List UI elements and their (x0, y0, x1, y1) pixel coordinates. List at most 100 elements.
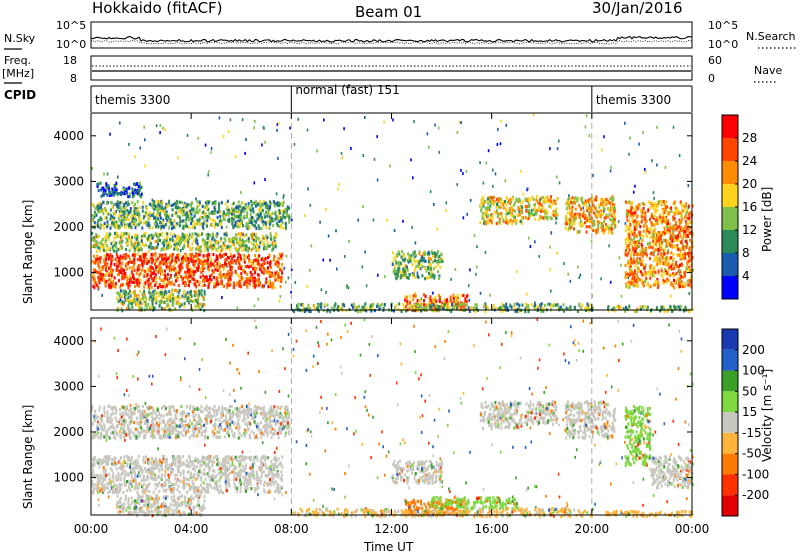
scatter-cell (555, 221, 557, 225)
echo-cell (172, 302, 175, 306)
scatter-cell (664, 166, 667, 169)
echo-cell (151, 279, 154, 283)
echo-cell (420, 258, 423, 263)
echo-cell (481, 198, 483, 202)
echo-cell (690, 230, 693, 234)
echo-cell (400, 309, 403, 314)
echo-cell (553, 200, 556, 204)
echo-cell (635, 205, 638, 209)
echo-cell (163, 209, 166, 213)
echo-cell (198, 253, 201, 257)
echo-cell (128, 266, 131, 270)
echo-cell (134, 183, 137, 187)
echo-cell (406, 268, 409, 272)
echo-cell (193, 282, 196, 286)
echo-cell (683, 244, 686, 248)
echo-cell (142, 201, 145, 205)
echo-cell (147, 285, 150, 289)
echo-cell (651, 212, 653, 216)
echo-cell (643, 203, 646, 207)
scatter-cell (635, 249, 637, 253)
echo-cell (660, 233, 663, 238)
echo-cell (652, 283, 655, 287)
echo-cell (496, 307, 499, 311)
echo-cell (249, 206, 252, 211)
echo-cell (685, 226, 688, 231)
echo-cell (626, 209, 628, 213)
echo-cell (235, 224, 238, 228)
echo-cell (96, 270, 99, 274)
echo-cell (408, 254, 411, 258)
echo-cell (500, 201, 503, 205)
echo-cell (160, 290, 163, 295)
echo-cell (486, 206, 489, 210)
echo-cell (127, 200, 130, 204)
echo-cell (194, 269, 197, 273)
echo-cell (452, 297, 455, 301)
echo-cell (134, 241, 137, 245)
echo-cell (651, 234, 654, 238)
echo-cell (136, 265, 139, 269)
echo-cell (518, 210, 521, 214)
echo-cell (265, 205, 268, 209)
echo-cell (202, 210, 205, 214)
echo-cell (395, 261, 398, 265)
echo-cell (96, 283, 99, 287)
echo-cell (193, 214, 196, 218)
echo-cell (513, 304, 516, 308)
echo-cell (530, 211, 533, 215)
echo-cell (605, 213, 608, 217)
echo-cell (571, 223, 573, 227)
echo-cell (416, 259, 419, 263)
echo-cell (572, 214, 575, 218)
echo-cell (135, 240, 138, 244)
echo-cell (112, 249, 115, 253)
echo-cell (269, 212, 272, 216)
echo-cell (635, 227, 638, 231)
echo-cell (146, 223, 149, 227)
echo-cell (525, 209, 528, 213)
echo-cell (667, 212, 670, 216)
echo-cell (438, 307, 441, 311)
echo-cell (201, 232, 204, 236)
echo-cell (452, 293, 455, 297)
echo-cell (549, 200, 552, 204)
echo-cell (596, 230, 599, 234)
echo-cell (155, 291, 158, 295)
echo-cell (274, 210, 277, 214)
echo-cell (162, 262, 165, 266)
echo-cell (245, 239, 248, 243)
echo-cell (580, 207, 583, 211)
echo-cell (665, 270, 667, 274)
echo-cell (120, 270, 123, 274)
echo-cell (131, 191, 134, 195)
scatter-cell (304, 214, 306, 218)
echo-cell (232, 240, 235, 244)
echo-cell (170, 258, 172, 262)
echo-cell (300, 309, 303, 313)
echo-cell (253, 232, 256, 237)
echo-cell (162, 279, 165, 283)
echo-cell (403, 265, 406, 269)
echo-cell (253, 245, 256, 249)
echo-cell (105, 184, 108, 188)
scatter-cell (670, 294, 672, 298)
scatter-cell (197, 136, 200, 140)
echo-cell (161, 205, 163, 209)
echo-cell (104, 240, 107, 244)
echo-cell (630, 212, 633, 216)
echo-cell (550, 205, 552, 209)
echo-cell (94, 243, 97, 247)
echo-cell (207, 285, 210, 289)
echo-cell (666, 277, 669, 281)
echo-cell (664, 251, 667, 256)
echo-cell (631, 217, 634, 221)
echo-cell (670, 206, 673, 210)
echo-cell (125, 267, 128, 271)
echo-cell (638, 261, 640, 265)
echo-cell (185, 205, 188, 209)
echo-cell (664, 231, 666, 236)
echo-cell (115, 188, 118, 192)
echo-cell (110, 200, 112, 205)
echo-cell (181, 219, 184, 223)
